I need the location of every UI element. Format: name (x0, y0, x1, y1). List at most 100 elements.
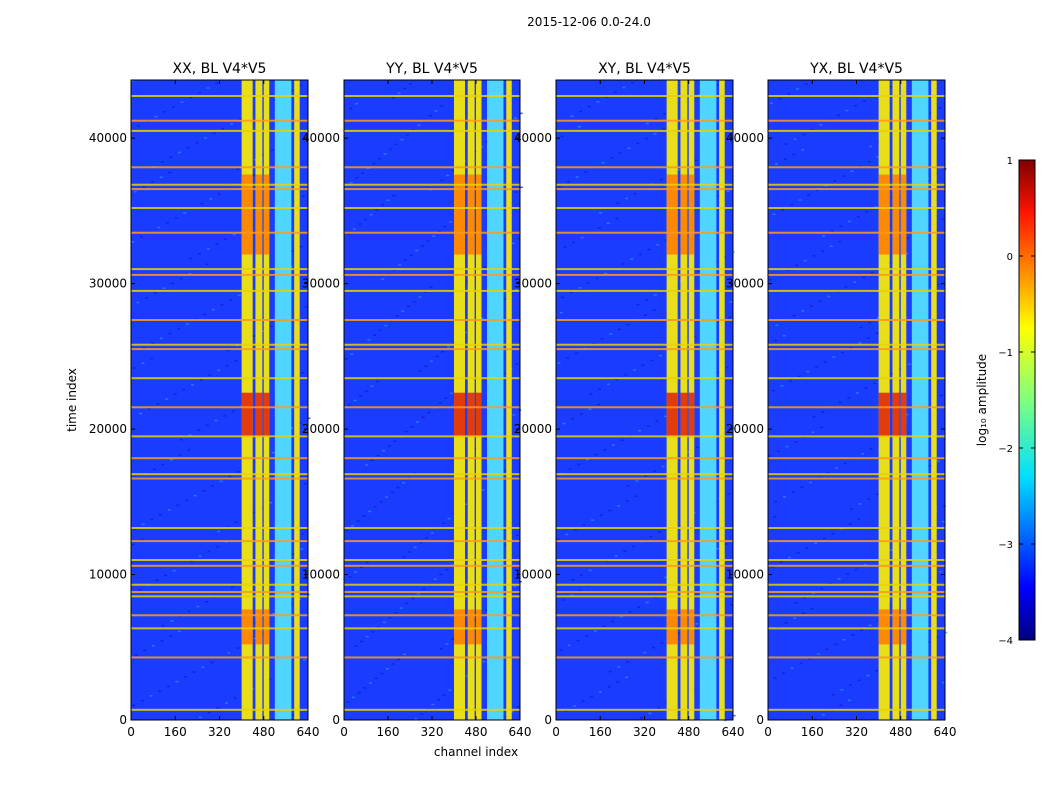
noise-speck (421, 416, 425, 418)
rfi-row (556, 473, 733, 476)
noise-speck (941, 681, 945, 684)
noise-speck (207, 711, 211, 714)
noise-speck (664, 415, 667, 418)
noise-speck (724, 543, 728, 545)
noise-speck (446, 174, 450, 177)
noise-speck (607, 686, 611, 688)
noise-speck (561, 599, 565, 601)
noise-speck (365, 561, 369, 564)
noise-speck (141, 362, 145, 364)
y-tick-label: 40000 (89, 131, 127, 145)
noise-speck (360, 172, 364, 174)
noise-speck (862, 100, 866, 102)
noise-speck (136, 301, 140, 304)
noise-speck (429, 286, 433, 288)
noise-speck (908, 187, 912, 189)
rfi-row (768, 591, 945, 593)
noise-speck (782, 334, 786, 337)
noise-speck (397, 658, 401, 660)
noise-speck (376, 380, 380, 383)
noise-speck (839, 704, 843, 706)
rfi-row (768, 473, 945, 476)
noise-speck (869, 448, 873, 450)
noise-speck (898, 544, 902, 547)
rfi-row (768, 406, 945, 409)
noise-speck (849, 346, 853, 349)
noise-speck (228, 475, 232, 478)
x-tick-label: 320 (421, 725, 444, 739)
rfi-row (556, 268, 733, 271)
rfi-row (344, 473, 520, 476)
noise-speck (389, 148, 393, 150)
noise-speck (394, 612, 398, 614)
noise-speck (384, 324, 388, 327)
noise-speck (820, 587, 824, 590)
noise-speck (636, 142, 640, 145)
colorbar-tick-label: −2 (998, 444, 1013, 455)
noise-speck (268, 678, 272, 680)
noise-speck (795, 88, 799, 90)
noise-speck (857, 518, 861, 520)
noise-speck (381, 204, 384, 206)
noise-speck (197, 429, 201, 431)
noise-speck (644, 314, 647, 316)
noise-speck (810, 607, 814, 610)
hot-block (892, 609, 900, 645)
noise-speck (909, 650, 913, 653)
noise-speck (199, 379, 203, 381)
noise-speck (405, 602, 409, 604)
noise-speck (134, 654, 138, 656)
noise-speck (359, 395, 363, 397)
noise-speck (847, 699, 851, 702)
noise-speck (217, 369, 220, 372)
rfi-row (344, 406, 520, 409)
noise-speck (390, 491, 394, 494)
noise-speck (230, 123, 234, 125)
noise-speck (449, 221, 453, 223)
noise-speck (868, 322, 872, 324)
noise-speck (160, 640, 164, 642)
rfi-row (344, 119, 520, 122)
noise-speck (199, 716, 202, 719)
noise-speck (439, 573, 443, 576)
noise-speck (226, 349, 230, 352)
noise-speck (407, 305, 410, 308)
noise-speck (831, 532, 835, 535)
noise-speck (615, 378, 619, 381)
noise-speck (650, 359, 654, 362)
noise-speck (625, 500, 629, 502)
hot-block (900, 174, 907, 255)
noise-speck (177, 630, 181, 633)
rfi-row (556, 435, 733, 438)
noise-speck (867, 498, 871, 500)
noise-speck (784, 143, 788, 145)
noise-speck (728, 316, 732, 319)
rfi-row (556, 559, 733, 561)
noise-speck (465, 675, 469, 677)
noise-speck (860, 629, 864, 631)
noise-speck (368, 682, 372, 684)
noise-speck (133, 190, 137, 193)
rfi-row (344, 188, 520, 191)
noise-speck (811, 592, 815, 595)
noise-speck (229, 299, 233, 301)
rfi-row (768, 583, 945, 586)
noise-speck (198, 253, 202, 255)
noise-speck (676, 345, 680, 347)
noise-speck (780, 385, 784, 387)
noise-speck (906, 237, 910, 239)
hot-block (263, 609, 270, 645)
noise-speck (205, 424, 209, 427)
rfi-row (768, 183, 945, 186)
noise-speck (775, 324, 779, 326)
noise-speck (631, 82, 635, 84)
noise-speck (791, 491, 795, 493)
noise-speck (483, 266, 487, 268)
noise-speck (290, 250, 294, 253)
noise-speck (814, 542, 818, 544)
noise-speck (834, 643, 838, 646)
noise-speck (617, 666, 621, 668)
noise-speck (162, 287, 166, 289)
noise-speck (786, 269, 790, 271)
noise-speck (155, 579, 159, 581)
